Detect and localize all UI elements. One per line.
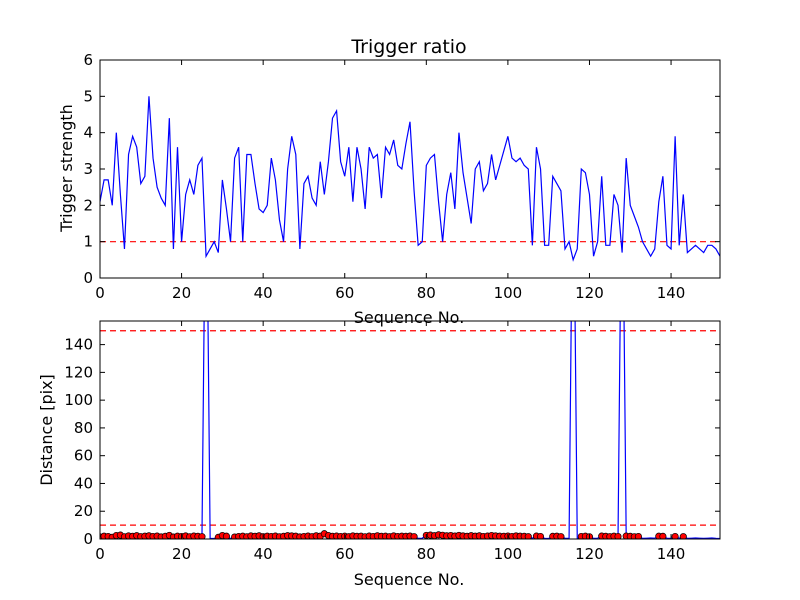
top-x-axis-label: Sequence No. — [354, 308, 465, 327]
y-tick-label: 120 — [64, 363, 93, 381]
y-tick-label: 100 — [64, 391, 93, 409]
chart-title: Trigger ratio — [350, 36, 466, 58]
top-y-axis-label: Trigger strength — [57, 104, 76, 233]
distance-panel: 0 20 40 60 80 100 120 140 0 20 40 60 80 100 120 140 Seq… — [37, 320, 721, 589]
trigger-ratio-plot: 0 20 40 60 80 100 120 140 0 1 2 3 4 5 6 — [83, 51, 721, 302]
data-point — [634, 532, 642, 539]
x-tick-label: 120 — [575, 545, 604, 563]
x-tick-label: 100 — [494, 545, 523, 563]
data-point — [557, 533, 565, 539]
y-tick-label: 80 — [74, 419, 93, 437]
y-tick-label: 6 — [83, 51, 93, 69]
y-tick-label: 1 — [83, 233, 93, 251]
y-tick-label: 40 — [74, 474, 93, 492]
y-tick-label: 20 — [74, 502, 93, 520]
y-tick-label: 4 — [83, 124, 93, 142]
x-tick-label: 120 — [575, 284, 604, 302]
x-tick-label: 0 — [95, 545, 105, 563]
x-tick-label: 60 — [335, 284, 354, 302]
trigger-ratio-panel: Trigger ratio 0 20 40 60 80 100 120 1400123456 … — [57, 36, 721, 327]
data-point — [536, 532, 545, 539]
x-tick-label: 40 — [254, 545, 273, 563]
plot-frame — [99, 320, 721, 540]
x-tick-label: 80 — [417, 545, 436, 563]
data-point — [671, 532, 679, 539]
x-tick-label: 20 — [172, 545, 191, 563]
data-point — [679, 533, 687, 539]
data-point — [198, 533, 206, 539]
y-tick-label: 5 — [83, 87, 93, 105]
x-tick-label: 140 — [657, 545, 686, 563]
x-tick-label: 0 — [95, 284, 105, 302]
y-tick-label: 0 — [83, 530, 93, 548]
data-point — [222, 532, 230, 539]
y-tick-label: 60 — [74, 447, 93, 465]
data-point — [659, 532, 667, 539]
bottom-y-axis-label: Distance [pix] — [37, 374, 56, 486]
data-point — [524, 533, 532, 539]
x-tick-label: 140 — [657, 284, 686, 302]
y-tick-label: 140 — [64, 336, 93, 354]
bottom-x-axis-label: Sequence No. — [354, 570, 465, 589]
x-tick-label: 100 — [494, 284, 523, 302]
y-tick-label: 3 — [83, 160, 93, 178]
x-tick-label: 40 — [254, 284, 273, 302]
distance-plot: 0 20 40 60 80 100 120 140 0 20 40 60 80 100 120 140 — [64, 320, 721, 563]
data-point — [614, 532, 622, 539]
y-tick-label: 0 — [83, 269, 93, 287]
x-tick-label: 60 — [335, 545, 354, 563]
y-tick-label: 2 — [83, 196, 93, 214]
series-line — [100, 96, 720, 262]
x-tick-label: 80 — [417, 284, 436, 302]
data-point — [410, 533, 418, 539]
x-tick-label: 20 — [172, 284, 191, 302]
